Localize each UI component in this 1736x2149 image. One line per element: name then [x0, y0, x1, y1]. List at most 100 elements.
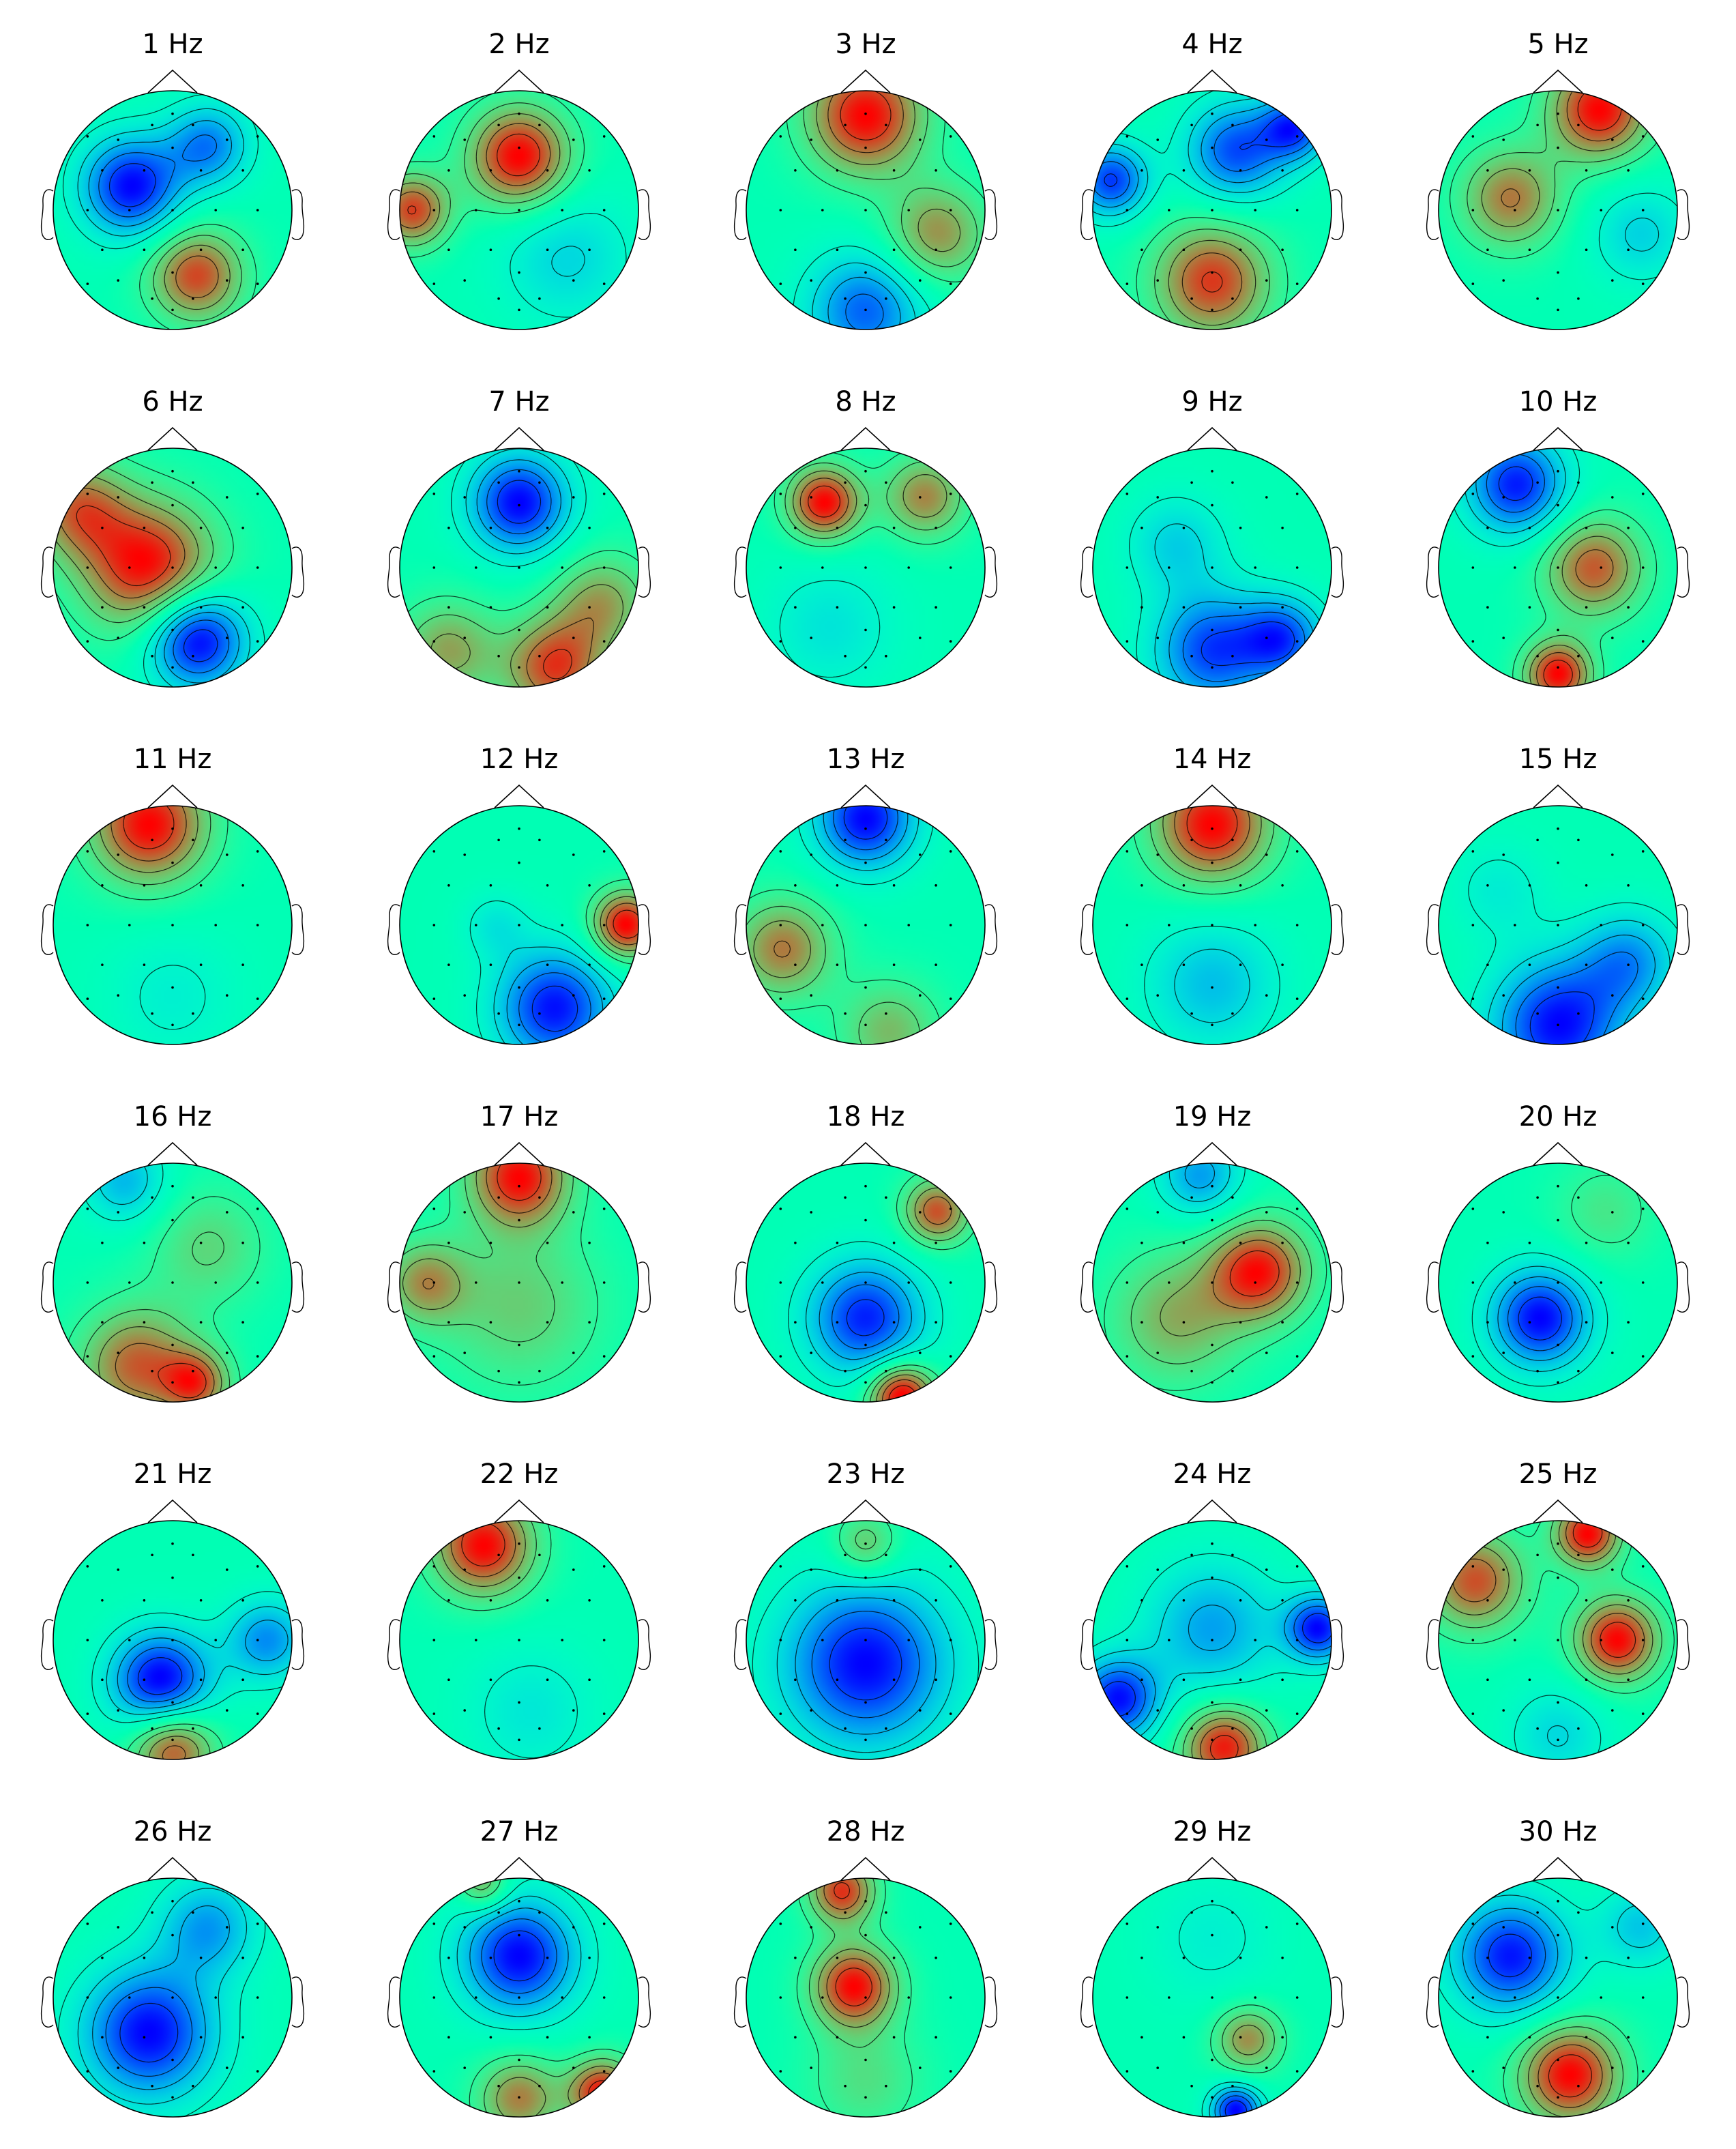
sensor-marker	[864, 503, 867, 507]
topomap-title: 30 Hz	[1519, 1816, 1598, 1847]
sensor-marker	[151, 654, 153, 658]
sensor-marker	[892, 2036, 896, 2038]
nose-outline	[494, 1856, 544, 1881]
sensor-marker	[935, 1678, 937, 1681]
topomap-title: 21 Hz	[134, 1459, 212, 1490]
sensor-marker	[844, 1911, 847, 1914]
sensor-marker	[864, 924, 867, 926]
sensor-marker	[864, 1701, 867, 1704]
sensor-marker	[1295, 1712, 1299, 1715]
topomap-panel: 20 Hz	[1426, 1101, 1690, 1403]
sensor-marker	[1486, 1242, 1489, 1244]
sensor-marker	[1502, 1926, 1505, 1929]
sensor-marker	[779, 997, 782, 1000]
sensor-marker	[1536, 1012, 1539, 1015]
head-outline	[53, 448, 293, 688]
sensor-marker	[192, 1727, 194, 1730]
topomap-panel: 6 Hz	[40, 386, 305, 688]
sensor-marker	[1190, 838, 1193, 842]
sensor-marker	[1471, 850, 1475, 853]
topomap-title: 18 Hz	[827, 1101, 905, 1132]
sensor-marker	[1471, 209, 1475, 211]
sensor-marker	[1211, 827, 1213, 830]
right-ear-outline	[1677, 1976, 1690, 2028]
head-outline	[1092, 1877, 1332, 2118]
sensor-marker	[1126, 566, 1129, 569]
sensor-marker	[885, 297, 887, 300]
sensor-marker	[538, 654, 541, 658]
sensor-marker	[256, 1639, 259, 1641]
left-ear-outline	[1080, 1976, 1093, 2028]
sensor-marker	[1471, 640, 1475, 643]
sensor-marker	[1471, 493, 1475, 495]
sensor-marker	[151, 481, 153, 484]
sensor-marker	[1641, 2070, 1645, 2073]
topomap-panel: 28 Hz	[733, 1816, 998, 2118]
sensor-marker	[1641, 1996, 1645, 1999]
sensor-marker	[463, 1568, 466, 1571]
sensor-marker	[935, 963, 937, 966]
sensor-marker	[1126, 209, 1129, 211]
sensor-marker	[892, 1599, 896, 1602]
sensor-marker	[1211, 924, 1213, 926]
sensor-marker	[572, 496, 575, 499]
sensor-marker	[256, 1281, 259, 1284]
sensor-marker	[432, 997, 436, 1000]
sensor-marker	[1211, 1281, 1213, 1284]
sensor-marker	[1557, 986, 1559, 989]
sensor-marker	[1514, 209, 1516, 211]
sensor-marker	[226, 1568, 229, 1571]
head-outline	[746, 1877, 986, 2118]
sensor-marker	[864, 1023, 867, 1027]
sensor-marker	[538, 1553, 541, 1557]
sensor-marker	[1557, 1933, 1559, 1937]
sensor-marker	[1190, 1369, 1193, 1373]
sensor-marker	[1141, 2036, 1143, 2038]
sensor-marker	[199, 1242, 203, 1244]
sensor-marker	[949, 566, 952, 569]
sensor-marker	[1557, 1281, 1559, 1284]
sensor-marker	[836, 884, 839, 887]
sensor-marker	[602, 1281, 606, 1284]
sensor-marker	[1514, 1996, 1516, 1999]
sensor-marker	[1611, 279, 1614, 282]
sensor-marker	[1627, 2036, 1630, 2038]
sensor-marker	[1156, 279, 1159, 282]
sensor-marker	[1585, 884, 1588, 887]
sensor-marker	[546, 1321, 549, 1324]
sensor-marker	[241, 1678, 244, 1681]
sensor-marker	[919, 496, 922, 499]
sensor-marker	[1611, 496, 1614, 499]
left-ear-outline	[733, 1619, 747, 1670]
sensor-marker	[1577, 1553, 1580, 1557]
sensor-marker	[241, 527, 244, 529]
sensor-marker	[1190, 123, 1193, 127]
sensor-marker	[117, 279, 119, 282]
sensor-marker	[919, 637, 922, 639]
nose-outline	[494, 784, 544, 808]
topomap-title: 15 Hz	[1519, 744, 1598, 775]
sensor-marker	[171, 1639, 174, 1641]
sensor-marker	[1557, 1218, 1559, 1222]
sensor-marker	[794, 606, 797, 609]
sensor-marker	[171, 1576, 174, 1579]
left-ear-outline	[40, 1261, 54, 1313]
topomap-title: 20 Hz	[1519, 1101, 1598, 1132]
sensor-marker	[1611, 138, 1614, 141]
sensor-marker	[1471, 1208, 1475, 1210]
sensor-marker	[821, 566, 824, 569]
topomap-title: 11 Hz	[134, 744, 212, 775]
sensor-marker	[1486, 606, 1489, 609]
sensor-marker	[432, 1281, 436, 1284]
topomap-contours	[400, 448, 638, 687]
head-outline	[746, 448, 986, 688]
sensor-marker	[949, 209, 952, 211]
sensor-marker	[1141, 1242, 1143, 1244]
sensor-marker	[151, 297, 153, 300]
sensor-marker	[1239, 1242, 1242, 1244]
sensor-marker	[864, 308, 867, 312]
sensor-marker	[864, 2096, 867, 2099]
sensor-marker	[1126, 1639, 1129, 1641]
sensor-marker	[1231, 654, 1234, 658]
sensor-marker	[810, 1926, 812, 1929]
